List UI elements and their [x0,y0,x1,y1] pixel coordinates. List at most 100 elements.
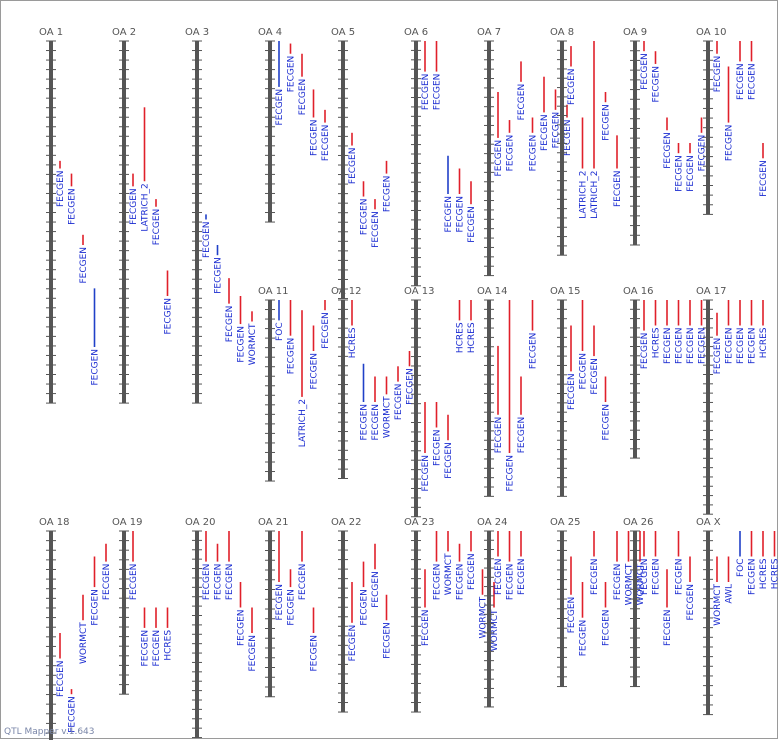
qtl-label: FECGEN [56,171,66,208]
chromosome-label: OA 26 [623,517,653,528]
chromosome-label: OA 5 [331,27,355,38]
qtl-label: FECGEN [494,140,504,177]
qtl-label: FECGEN [310,353,320,390]
qtl-label: WORMCT [444,553,454,595]
qtl-label: FECGEN [225,564,235,601]
qtl-label: FECGEN [506,564,516,601]
qtl-label: FECGEN [602,610,612,647]
qtl-label: FECGEN [371,571,381,608]
qtl-label: FECGEN [675,155,685,192]
chromosome-label: OA 11 [258,286,288,297]
qtl-label: HCRES [652,327,662,358]
qtl-label: FECGEN [433,74,443,111]
qtl-label: FECGEN [713,338,723,375]
qtl-label: FECGEN [640,559,650,596]
qtl-label: WORMCT [713,584,723,626]
qtl-label: FECGEN [348,625,358,662]
qtl-label: AWL [725,584,735,604]
qtl-label: FECGEN [310,120,320,157]
qtl-label: FECGEN [725,125,735,162]
qtl-label: FECGEN [202,222,212,259]
qtl-label: FECGEN [91,349,101,386]
chromosome-label: OA 25 [550,517,580,528]
qtl-label: WORMCT [79,622,89,664]
chromosome-label: OA 7 [477,27,501,38]
qtl-label: FECGEN [736,63,746,100]
qtl-label: FECGEN [444,196,454,233]
qtl-label: FECGEN [56,661,66,698]
qtl-label: FECGEN [129,188,139,225]
qtl-label: FECGEN [675,328,685,365]
qtl-label: HCRES [164,630,174,661]
qtl-label: FECGEN [613,564,623,601]
qtl-label: FECGEN [590,559,600,596]
qtl-label: FECGEN [686,155,696,192]
qtl-label: FECGEN [421,455,431,492]
qtl-label: FECGEN [371,211,381,248]
qtl-label: FECGEN [517,417,527,454]
qtl-label: HCRES [771,558,778,589]
qtl-label: FECGEN [663,328,673,365]
qtl-label: FECGEN [613,171,623,208]
qtl-label: FECGEN [506,455,516,492]
qtl-label: FECGEN [494,559,504,596]
qtl-label: FECGEN [736,328,746,365]
chromosome-label: OA 12 [331,286,361,297]
qtl-label: FECGEN [394,384,404,421]
chromosome-label: OA 21 [258,517,288,528]
qtl-label: FECGEN [360,404,370,441]
qtl-label: FECGEN [759,160,769,197]
chromosome-label: OA 2 [112,27,136,38]
qtl-label: LATRICH_2 [298,399,308,447]
qtl-label: FECGEN [579,620,589,657]
chromosome-label: OA 6 [404,27,428,38]
chromosome-label: OA 24 [477,517,507,528]
qtl-label: FECGEN [421,74,431,111]
qtl-label: FECGEN [529,135,539,172]
qtl-label: FECGEN [298,79,308,116]
qtl-label: HCRES [467,322,477,353]
chromosome-label: OA 22 [331,517,361,528]
qtl-label: FECGEN [713,56,723,93]
chromosome-label: OA X [696,517,721,528]
qtl-label: FECGEN [506,135,516,172]
qtl-label: FECGEN [567,597,577,634]
qtl-label: WORMCT [248,323,258,365]
qtl-label: FECGEN [129,564,139,601]
qtl-label: FECGEN [725,328,735,365]
qtl-label: FECGEN [310,635,320,672]
qtl-label: FECGEN [383,176,393,213]
qtl-label: FECGEN [433,564,443,601]
chromosome-label: OA 20 [185,517,215,528]
qtl-label: FECGEN [748,328,758,365]
chromosome-label: OA 3 [185,27,209,38]
chromosome-label: OA 14 [477,286,507,297]
qtl-label: FECGEN [567,69,577,106]
qtl-label: FECGEN [540,114,550,151]
qtl-label: FECGEN [383,622,393,659]
chromosome-label: OA 23 [404,517,434,528]
version-footer: QTL Mapper v.1.643 [4,727,95,737]
qtl-label: FECGEN [590,358,600,395]
qtl-label: FECGEN [602,404,612,441]
qtl-label: FECGEN [360,589,370,626]
qtl-label: FECGEN [686,584,696,621]
qtl-label: FECGEN [321,312,331,349]
qtl-label: FECGEN [602,104,612,141]
qtl-label: FOC [275,322,285,341]
qtl-label: FECGEN [214,564,224,601]
qtl-label: FECGEN [225,306,235,343]
chromosome-label: OA 17 [696,286,726,297]
qtl-label: FECGEN [287,56,297,93]
qtl-label: FECGEN [663,132,673,169]
chromosome-label: OA 9 [623,27,647,38]
qtl-label: FECGEN [371,404,381,441]
chromosome-label: OA 16 [623,286,653,297]
chromosome-label: OA 18 [39,517,69,528]
qtl-label: FECGEN [275,584,285,621]
qtl-label: HCRES [759,327,769,358]
qtl-label: FECGEN [421,610,431,647]
qtl-label: FECGEN [663,610,673,647]
qtl-label: FECGEN [456,196,466,233]
